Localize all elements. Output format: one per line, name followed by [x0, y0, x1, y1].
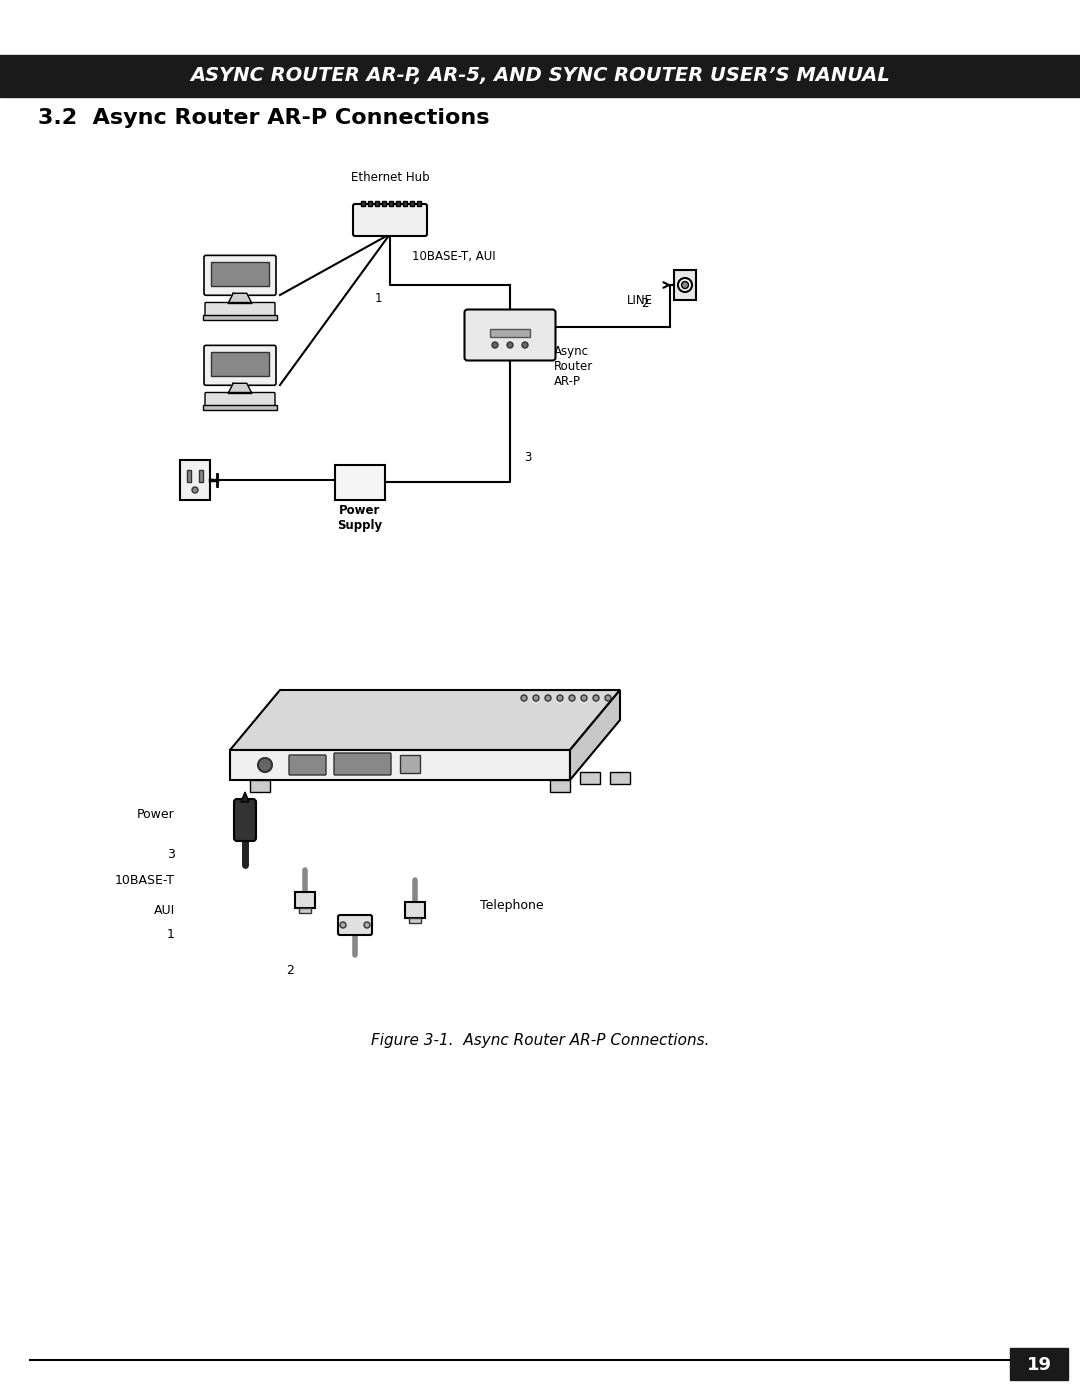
- Bar: [368, 201, 372, 205]
- Circle shape: [258, 759, 272, 773]
- Bar: [580, 773, 600, 784]
- Bar: [203, 405, 278, 411]
- Bar: [389, 201, 393, 205]
- Bar: [199, 469, 203, 482]
- Bar: [211, 352, 269, 376]
- Bar: [203, 316, 278, 320]
- FancyBboxPatch shape: [205, 303, 275, 316]
- Text: AUI: AUI: [153, 904, 175, 916]
- FancyBboxPatch shape: [338, 915, 372, 935]
- Bar: [400, 754, 420, 773]
- FancyBboxPatch shape: [234, 799, 256, 841]
- Text: 1: 1: [167, 929, 175, 942]
- Bar: [180, 460, 210, 500]
- Circle shape: [534, 694, 539, 701]
- Circle shape: [507, 342, 513, 348]
- Bar: [410, 201, 414, 205]
- Bar: [405, 902, 426, 918]
- Text: Figure 3-1.  Async Router AR-P Connections.: Figure 3-1. Async Router AR-P Connection…: [370, 1032, 710, 1048]
- FancyBboxPatch shape: [204, 345, 276, 386]
- FancyBboxPatch shape: [353, 204, 427, 236]
- Text: 3: 3: [524, 451, 531, 464]
- Text: 10BASE-T, AUI: 10BASE-T, AUI: [411, 250, 496, 263]
- FancyBboxPatch shape: [289, 754, 326, 775]
- Circle shape: [545, 694, 551, 701]
- Bar: [335, 464, 384, 500]
- Polygon shape: [241, 792, 249, 802]
- Bar: [417, 201, 421, 205]
- Polygon shape: [570, 690, 620, 780]
- Bar: [0, 54, 1080, 96]
- Bar: [361, 201, 365, 205]
- Bar: [550, 780, 570, 792]
- Circle shape: [522, 342, 528, 348]
- Circle shape: [192, 488, 198, 493]
- Bar: [249, 780, 270, 792]
- Bar: [674, 270, 696, 300]
- Text: Telephone: Telephone: [480, 898, 543, 911]
- Text: Power: Power: [137, 809, 175, 821]
- Circle shape: [581, 694, 588, 701]
- Text: 3: 3: [167, 848, 175, 862]
- Bar: [610, 773, 630, 784]
- Circle shape: [492, 342, 498, 348]
- Circle shape: [605, 694, 611, 701]
- Circle shape: [678, 278, 692, 292]
- Bar: [299, 908, 311, 914]
- Polygon shape: [230, 750, 570, 780]
- FancyBboxPatch shape: [334, 753, 391, 775]
- Text: Ethernet Hub: Ethernet Hub: [351, 170, 430, 184]
- Bar: [211, 261, 269, 285]
- Circle shape: [593, 694, 599, 701]
- Text: Async
Router
AR-P: Async Router AR-P: [554, 345, 593, 388]
- Text: 2: 2: [642, 298, 649, 310]
- Circle shape: [521, 694, 527, 701]
- Circle shape: [340, 922, 346, 928]
- Text: 10BASE-T: 10BASE-T: [114, 873, 175, 887]
- Bar: [1010, 1348, 1068, 1380]
- FancyBboxPatch shape: [205, 393, 275, 407]
- Polygon shape: [228, 293, 252, 303]
- Circle shape: [681, 282, 689, 289]
- Bar: [409, 918, 421, 923]
- Bar: [382, 201, 386, 205]
- FancyBboxPatch shape: [464, 310, 555, 360]
- Circle shape: [364, 922, 370, 928]
- Circle shape: [557, 694, 563, 701]
- Text: 3.2  Async Router AR-P Connections: 3.2 Async Router AR-P Connections: [38, 108, 489, 129]
- FancyBboxPatch shape: [204, 256, 276, 295]
- Bar: [187, 469, 191, 482]
- Polygon shape: [228, 383, 252, 394]
- Text: 1: 1: [375, 292, 381, 305]
- Text: LINE: LINE: [627, 293, 653, 307]
- Circle shape: [569, 694, 575, 701]
- Bar: [490, 330, 530, 337]
- Text: 2: 2: [286, 964, 294, 977]
- Text: ASYNC ROUTER AR-P, AR-5, AND SYNC ROUTER USER’S MANUAL: ASYNC ROUTER AR-P, AR-5, AND SYNC ROUTER…: [190, 67, 890, 85]
- Bar: [375, 201, 379, 205]
- Bar: [396, 201, 400, 205]
- Text: 19: 19: [1026, 1356, 1052, 1375]
- Bar: [403, 201, 407, 205]
- Bar: [295, 893, 315, 908]
- Text: Power
Supply: Power Supply: [337, 504, 382, 532]
- Polygon shape: [230, 690, 620, 750]
